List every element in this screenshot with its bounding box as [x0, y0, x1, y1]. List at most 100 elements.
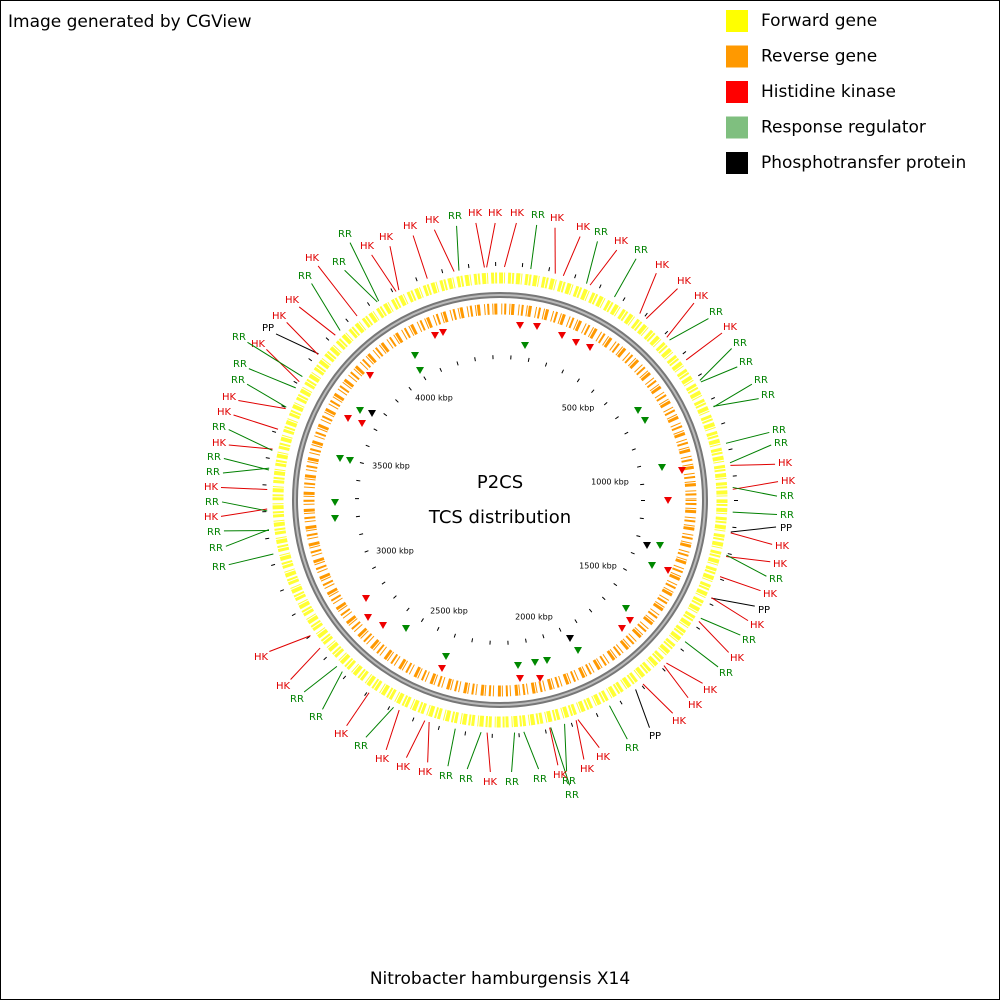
- feature-line: [433, 229, 455, 272]
- tcs-marker: [626, 617, 634, 624]
- tcs-marker: [572, 339, 580, 346]
- feature-line: [248, 368, 296, 389]
- feature-label: RR: [206, 467, 220, 478]
- feature-line: [685, 332, 723, 361]
- feature-label: HK: [272, 311, 287, 322]
- feature-label: PP: [758, 605, 770, 616]
- feature-label: HK: [655, 260, 670, 271]
- feature-line: [639, 273, 657, 314]
- feature-label: RR: [761, 390, 775, 401]
- feature-line: [711, 597, 749, 622]
- feature-line: [222, 467, 270, 474]
- tcs-marker: [368, 410, 376, 417]
- feature-label: HK: [488, 208, 503, 219]
- feature-line: [220, 486, 268, 491]
- feature-line: [511, 732, 516, 773]
- feature-line: [385, 709, 400, 751]
- tcs-marker: [346, 457, 354, 464]
- tcs-marker: [516, 322, 524, 329]
- feature-line: [225, 529, 270, 547]
- feature-line: [635, 689, 650, 728]
- feature-label: RR: [531, 210, 545, 221]
- feature-label: RR: [754, 375, 768, 386]
- tcs-marker: [536, 675, 544, 682]
- feature-line: [228, 553, 274, 566]
- feature-line: [577, 719, 600, 749]
- forward-gene-ring: [272, 272, 728, 728]
- feature-line: [246, 383, 287, 408]
- center-subtitle: TCS distribution: [428, 507, 571, 528]
- tcs-marker: [442, 653, 450, 660]
- feature-line: [220, 508, 268, 517]
- tcs-marker: [533, 323, 541, 330]
- feature-line: [589, 249, 618, 286]
- backbone-highlight: [294, 294, 706, 706]
- feature-label: RR: [338, 229, 352, 240]
- feature-label: HK: [204, 482, 219, 493]
- tcs-marker: [558, 332, 566, 339]
- kbp-label: 2000 kbp: [515, 613, 553, 622]
- feature-label: HK: [334, 729, 349, 740]
- feature-label: HK: [703, 685, 718, 696]
- feature-line: [700, 366, 738, 383]
- feature-line: [447, 728, 456, 767]
- feature-label: RR: [212, 562, 226, 573]
- feature-label: HK: [614, 236, 629, 247]
- feature-label: HK: [483, 777, 498, 788]
- feature-line: [346, 692, 370, 727]
- feature-label: HK: [677, 276, 692, 287]
- tcs-marker: [664, 567, 672, 574]
- feature-line: [645, 288, 678, 320]
- tcs-marker: [656, 542, 664, 549]
- feature-line: [427, 721, 430, 763]
- feature-label: PP: [780, 523, 792, 534]
- tcs-marker: [379, 622, 387, 629]
- feature-label: HK: [553, 770, 568, 781]
- feature-label: RR: [769, 574, 783, 585]
- tcs-marker: [364, 614, 372, 621]
- feature-label: RR: [439, 771, 453, 782]
- tcs-marker: [331, 515, 339, 522]
- tcs-marker: [411, 352, 419, 359]
- legend-label: Reverse gene: [761, 47, 877, 67]
- feature-label: RR: [205, 497, 219, 508]
- feature-line: [303, 666, 338, 693]
- tcs-marker: [586, 344, 594, 351]
- feature-label: RR: [565, 790, 579, 801]
- feature-label: RR: [733, 338, 747, 349]
- feature-line: [523, 731, 540, 770]
- feature-line: [732, 486, 778, 497]
- feature-label: RR: [742, 635, 756, 646]
- feature-line: [666, 662, 703, 684]
- legend-swatch: [726, 152, 748, 174]
- feature-line: [642, 683, 674, 714]
- feature-line: [729, 444, 772, 464]
- kbp-label: 1500 kbp: [579, 562, 617, 571]
- feature-label: RR: [774, 438, 788, 449]
- feature-label: RR: [309, 712, 323, 723]
- tcs-marker: [439, 329, 447, 336]
- feature-label: HK: [672, 716, 687, 727]
- feature-label: HK: [222, 392, 237, 403]
- feature-label: PP: [649, 731, 661, 742]
- feature-line: [221, 501, 268, 512]
- feature-line: [349, 242, 380, 302]
- feature-label: HK: [276, 681, 291, 692]
- feature-line: [322, 671, 343, 710]
- legend-swatch: [726, 45, 748, 68]
- feature-line: [586, 241, 598, 284]
- feature-label: HK: [576, 222, 591, 233]
- feature-label: RR: [332, 257, 346, 268]
- feature-label: RR: [232, 332, 246, 343]
- feature-label: RR: [233, 359, 247, 370]
- feature-label: HK: [285, 295, 300, 306]
- feature-label: HK: [425, 215, 440, 226]
- feature-label: HK: [212, 438, 227, 449]
- inner-ticks: [355, 355, 645, 645]
- feature-line: [663, 665, 689, 699]
- kbp-label: 3000 kbp: [376, 547, 414, 556]
- feature-line: [698, 621, 730, 653]
- feature-line: [711, 597, 755, 607]
- feature-line: [290, 647, 321, 680]
